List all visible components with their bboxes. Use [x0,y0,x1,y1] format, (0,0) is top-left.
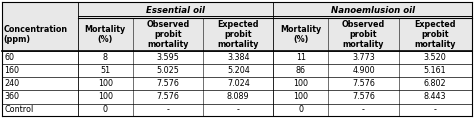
Text: 160: 160 [4,66,19,75]
Text: 3.520: 3.520 [424,53,447,62]
Text: 6.802: 6.802 [424,79,447,88]
Text: Observed
probit
mortality: Observed probit mortality [342,20,385,49]
Text: 60: 60 [4,53,14,62]
Text: 100: 100 [98,92,113,101]
Text: 51: 51 [100,66,110,75]
Text: 7.024: 7.024 [227,79,250,88]
Text: 240: 240 [4,79,19,88]
Text: Control: Control [4,105,34,114]
Text: 100: 100 [98,79,113,88]
Text: Concentration
(ppm): Concentration (ppm) [4,25,68,44]
Text: 5.025: 5.025 [156,66,179,75]
Text: 8.089: 8.089 [227,92,250,101]
Text: 100: 100 [293,79,309,88]
Text: 7.576: 7.576 [352,79,375,88]
Text: Essential oil: Essential oil [146,6,205,15]
Text: 8: 8 [103,53,108,62]
Text: 3.595: 3.595 [156,53,179,62]
Text: 3.384: 3.384 [227,53,249,62]
Text: -: - [362,105,365,114]
Text: Observed
probit
mortality: Observed probit mortality [146,20,190,49]
Text: 7.576: 7.576 [156,92,179,101]
Text: Expected
probit
mortality: Expected probit mortality [218,20,259,49]
Text: -: - [434,105,437,114]
Text: Expected
probit
mortality: Expected probit mortality [414,20,456,49]
Text: 7.576: 7.576 [156,79,179,88]
Text: 8.443: 8.443 [424,92,447,101]
Text: Nanoemlusion oil: Nanoemlusion oil [330,6,415,15]
Bar [2,18,472,51]
Text: Mortality
(%): Mortality (%) [85,25,126,44]
Text: 5.204: 5.204 [227,66,250,75]
Text: 0: 0 [103,105,108,114]
Text: 11: 11 [296,53,306,62]
Text: 0: 0 [298,105,303,114]
Text: -: - [166,105,169,114]
Text: 3.773: 3.773 [352,53,375,62]
Text: 7.576: 7.576 [352,92,375,101]
Text: Mortality
(%): Mortality (%) [280,25,321,44]
Text: 4.900: 4.900 [352,66,375,75]
Text: 86: 86 [296,66,306,75]
Bar [2,2,472,18]
Text: -: - [237,105,240,114]
Text: 360: 360 [4,92,19,101]
Text: 100: 100 [293,92,309,101]
Text: 5.161: 5.161 [424,66,447,75]
